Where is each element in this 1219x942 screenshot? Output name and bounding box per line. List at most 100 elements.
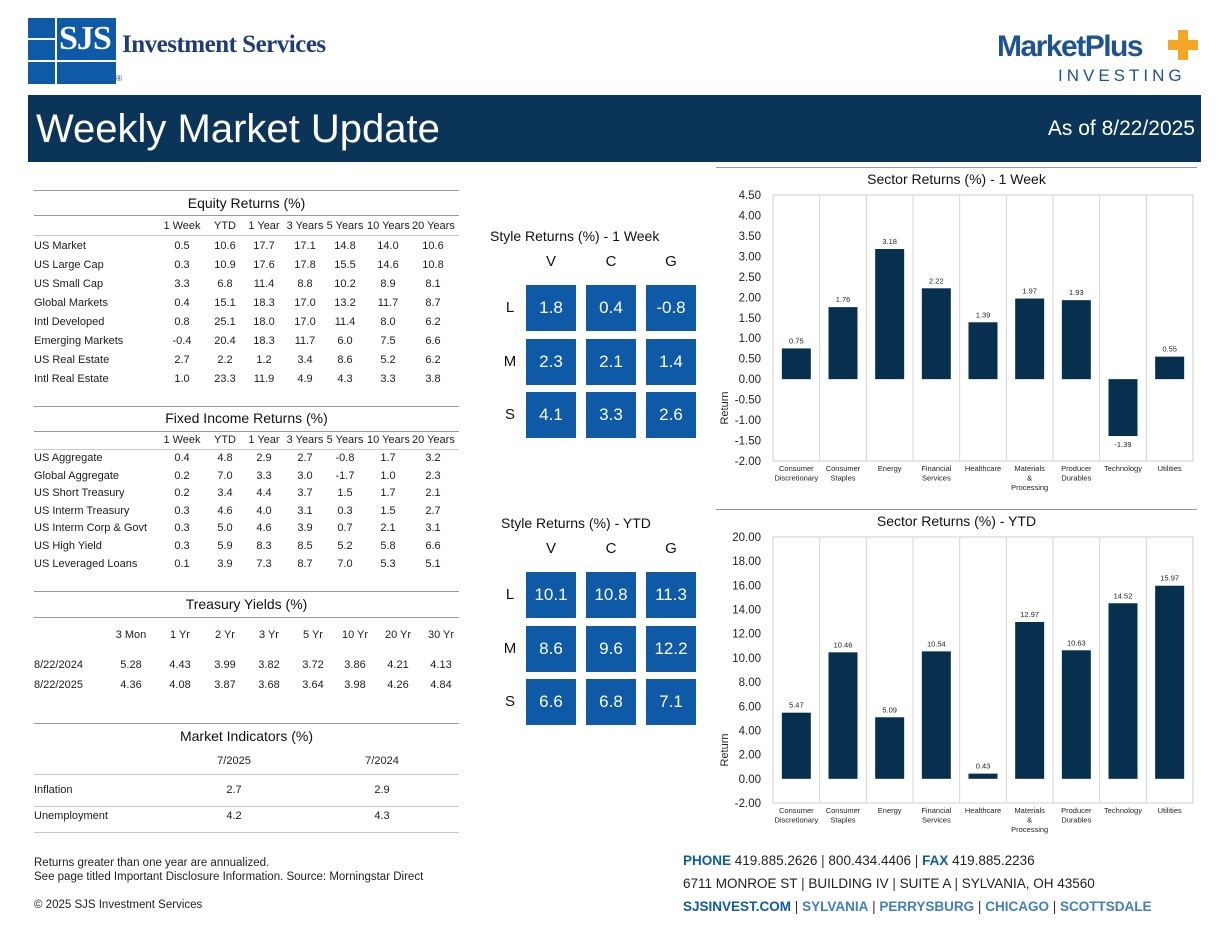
address-street: 6711 MONROE ST (683, 876, 798, 891)
style-box: 1.8 (526, 285, 576, 331)
y-tick-label: 3.50 (739, 231, 761, 243)
location-link-sylvania[interactable]: SYLVANIA (802, 899, 869, 914)
fixed-income-row-label: US Interm Treasury (34, 504, 130, 517)
equity-cell: 18.3 (253, 335, 275, 347)
category-label: Durables (1061, 474, 1091, 483)
y-tick-label: 8.00 (739, 677, 761, 689)
treasury-cell: 3.99 (214, 659, 236, 671)
footnote-source: See page titled Important Disclosure Inf… (34, 871, 424, 883)
category-label: Durables (1061, 816, 1091, 825)
fixed-income-row-label: US High Yield (34, 540, 102, 552)
location-link-chicago[interactable]: CHICAGO (985, 899, 1049, 914)
plus-icon (1168, 30, 1198, 60)
style-col-label: G (665, 253, 677, 270)
phone-number[interactable]: 419.885.2626 (734, 853, 818, 868)
equity-column-header: 1 Year (248, 220, 280, 232)
style-row-label: M (503, 640, 517, 657)
style-box: 1.4 (646, 339, 696, 385)
fixed-income-cell: 5.9 (217, 540, 233, 552)
fixed-income-cell: 1.5 (380, 504, 396, 517)
equity-column-header: 3 Years (286, 220, 324, 232)
bar-value-label: 1.76 (836, 295, 851, 304)
fixed-income-column-header: 5 Years (326, 434, 364, 446)
plot-frame (772, 536, 1194, 804)
fixed-income-cell: 1.7 (380, 487, 396, 500)
bar-value-label: 3.18 (882, 237, 897, 246)
category-label: Services (922, 474, 951, 483)
equity-cell: 23.3 (214, 373, 236, 385)
bar (968, 322, 998, 380)
treasury-cell: 4.43 (169, 659, 191, 671)
category-label: Technology (1104, 464, 1142, 473)
fixed-income-cell: 8.7 (297, 557, 313, 570)
y-tick-label: -1.50 (735, 436, 761, 448)
category-label: Processing (1011, 825, 1048, 834)
equity-cell: 3.3 (380, 373, 396, 385)
treasury-cell: 3.68 (258, 679, 280, 691)
marketplus-logo: MarketPlus INVESTING (990, 28, 1202, 88)
style-box: 6.6 (526, 679, 576, 725)
equity-cell: 0.5 (174, 240, 190, 252)
separator: | (892, 876, 896, 891)
category-label: Producer (1061, 464, 1092, 473)
equity-cell: 2.2 (217, 354, 233, 366)
equity-cell: 8.8 (297, 278, 313, 290)
y-tick-label: 10.00 (732, 653, 761, 665)
equity-cell: 8.9 (380, 278, 396, 290)
fixed-income-row-label: US Aggregate (34, 452, 103, 464)
equity-cell: 14.8 (334, 240, 356, 252)
style-box: 9.6 (586, 626, 636, 672)
y-tick-label: 2.00 (739, 292, 761, 304)
y-tick-label: -2.00 (735, 456, 761, 468)
footnotes: Returns greater than one year are annual… (34, 856, 423, 884)
style-row-label: L (505, 299, 515, 316)
bar (1061, 300, 1091, 380)
fixed-income-cell: 2.1 (380, 522, 396, 535)
equity-row: Global Markets 0.4 15.1 18.3 17.0 13.2 11.7 8.7 (34, 295, 459, 311)
phone-number-tollfree[interactable]: 800.434.4406 (828, 853, 912, 868)
equity-cell: 0.3 (174, 259, 190, 271)
equity-cell: 3.4 (297, 354, 313, 366)
treasury-column-header: 3 Yr (259, 629, 279, 641)
bar (1015, 621, 1045, 779)
bar-value-label: 15.97 (1160, 574, 1179, 583)
equity-cell: 11.4 (253, 278, 275, 290)
fixed-income-cell: 5.1 (425, 557, 441, 570)
equity-row-label: Emerging Markets (34, 335, 124, 347)
fixed-income-cell: 3.9 (217, 557, 233, 570)
fixed-income-cell: 0.7 (337, 522, 353, 535)
style-box: 2.3 (526, 339, 576, 385)
treasury-row: 8/22/2025 4.36 4.08 3.87 3.68 3.64 3.98 4.26 4.8… (34, 677, 459, 693)
style-row-label: S (504, 406, 515, 423)
equity-cell: 6.6 (425, 335, 441, 347)
bar (828, 307, 858, 380)
marketplus-logo-subtext: INVESTING (1058, 66, 1186, 85)
website-link[interactable]: SJSINVEST.COM (683, 899, 792, 914)
indicator-cell: 4.2 (226, 810, 242, 822)
category-label: Energy (878, 806, 902, 815)
style-col-label: V (545, 540, 556, 557)
bar-value-label: 14.52 (1114, 591, 1133, 600)
indicator-header-row: 7/2025 7/2024 (34, 755, 459, 775)
fixed-income-row: US Interm Corp & Govt 0.3 5.0 4.6 3.9 0.7 2.1 3… (34, 521, 459, 537)
treasury-column-header: 5 Yr (303, 629, 323, 641)
location-link-scottsdale[interactable]: SCOTTSDALE (1060, 899, 1152, 914)
fixed-income-column-header: 1 Year (248, 434, 280, 446)
equity-column-header: 1 Week (163, 220, 201, 232)
location-link-perrysburg[interactable]: PERRYSBURG (879, 899, 975, 914)
equity-cell: 17.0 (294, 297, 316, 309)
sector-returns-ytd-chart: 20.00 18.00 16.00 14.00 12.00 10.00 8.00 6.00 4.… (719, 532, 1194, 834)
y-tick-label: 0.50 (739, 354, 761, 366)
equity-cell: 18.3 (253, 297, 275, 309)
fixed-income-cell: 0.3 (174, 522, 190, 535)
treasury-cell: 3.64 (302, 679, 324, 691)
fixed-income-row: US Leveraged Loans 0.1 3.9 7.3 8.7 7.0 5.3 5.1 (34, 557, 459, 573)
equity-column-header: 20 Years (412, 220, 455, 232)
treasury-cell: 3.86 (344, 659, 366, 671)
y-tick-label: 14.00 (732, 605, 761, 617)
equity-cell: 7.5 (380, 335, 396, 347)
category-label: Consumer (779, 806, 814, 815)
bar-value-label: 1.93 (1069, 288, 1084, 297)
equity-row-label: Intl Developed (34, 316, 105, 328)
style-box: 8.6 (526, 626, 576, 672)
